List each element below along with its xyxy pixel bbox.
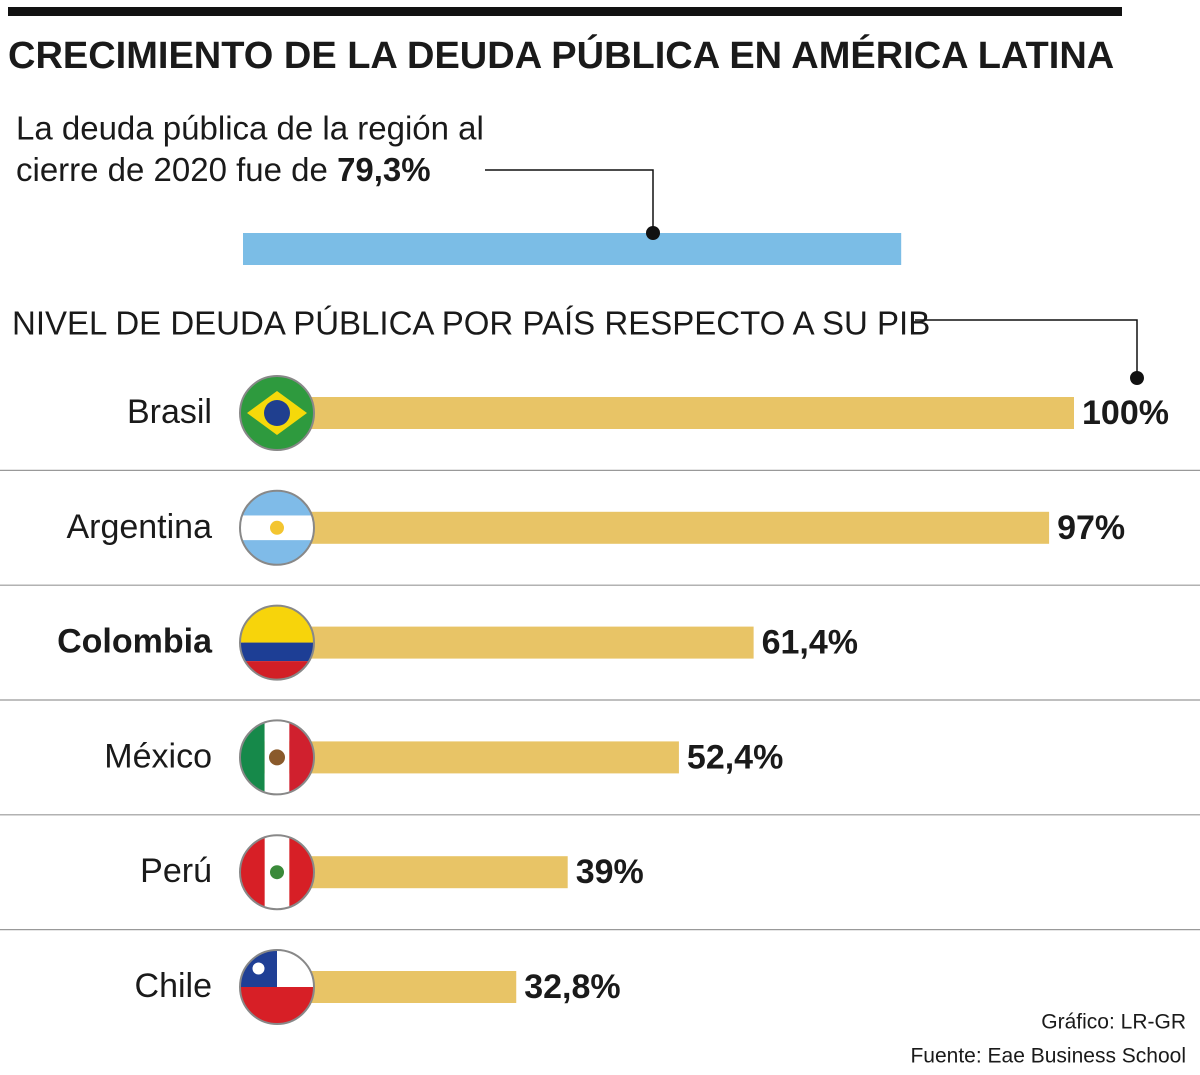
flag-border <box>239 375 315 451</box>
category-label: Argentina <box>66 508 212 546</box>
flag-part <box>270 520 284 535</box>
credit: Gráfico: LR-GR <box>1041 1011 1186 1034</box>
flag-part <box>270 865 284 880</box>
bar <box>244 626 754 659</box>
category-label: Colombia <box>57 623 213 661</box>
regional-value-label: 79,3% <box>337 151 431 188</box>
category-label: Perú <box>140 852 212 890</box>
flag-border <box>239 719 315 796</box>
intro-line: cierre de 2020 fue de 79,3% <box>16 151 431 188</box>
subtitle: NIVEL DE DEUDA PÚBLICA POR PAÍS RESPECTO… <box>12 305 930 342</box>
flag <box>240 835 314 910</box>
value-label: 100% <box>1082 394 1169 432</box>
value-label: 97% <box>1057 509 1125 547</box>
bar <box>244 741 679 774</box>
category-label: México <box>104 737 212 775</box>
value-label: 32,8% <box>524 968 620 1006</box>
flag-part <box>240 720 265 795</box>
flag-part <box>240 642 314 662</box>
value-label: 61,4% <box>762 624 858 662</box>
regional-bar <box>243 233 902 265</box>
flag-part <box>269 749 285 766</box>
flag-part <box>289 720 314 795</box>
flag <box>240 376 314 450</box>
leader-dot <box>646 226 660 240</box>
title: CRECIMIENTO DE LA DEUDA PÚBLICA EN AMÉRI… <box>8 33 1114 77</box>
intro-text: cierre de 2020 fue de <box>16 151 328 188</box>
category-label: Chile <box>135 967 212 1005</box>
top-rule <box>8 7 1122 16</box>
flag-part <box>252 962 265 975</box>
flag-part <box>240 605 314 643</box>
leader-line <box>485 169 654 233</box>
leader-line <box>915 319 1138 378</box>
flag-border <box>239 949 315 1025</box>
flag-part <box>240 987 314 1024</box>
flag-border <box>239 834 315 911</box>
flag-border <box>239 604 315 681</box>
flag-part <box>264 400 290 426</box>
bar <box>244 511 1050 544</box>
leader-dot <box>1130 371 1144 385</box>
intro-line: La deuda pública de la región al <box>16 110 484 147</box>
bar <box>244 397 1074 429</box>
flag-border <box>239 489 315 566</box>
value-label: 39% <box>576 853 644 891</box>
credit: Fuente: Eae Business School <box>910 1045 1186 1068</box>
flag <box>240 490 314 565</box>
category-label: Brasil <box>127 393 212 431</box>
value-label: 52,4% <box>687 738 783 776</box>
